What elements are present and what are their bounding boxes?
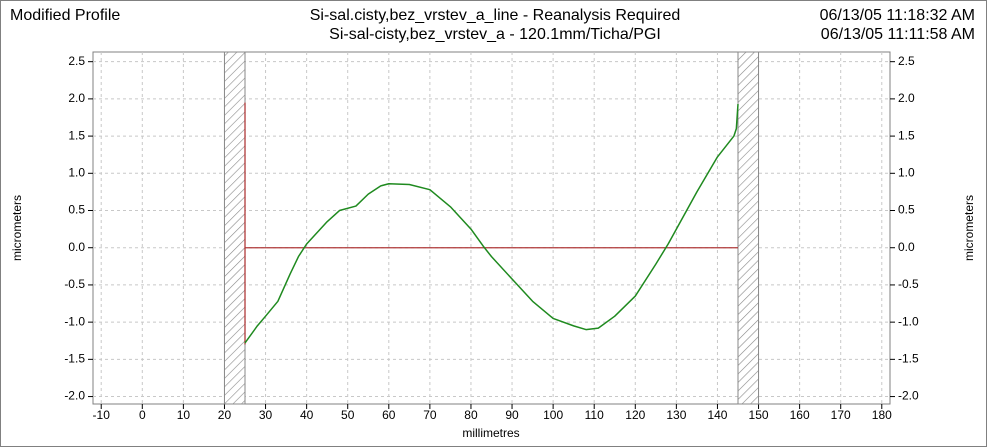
header-right: 06/13/05 11:11:58 AM	[821, 26, 975, 43]
reference-line	[244, 102, 738, 345]
y-tick-label: -2.0	[64, 389, 85, 403]
x-tick-label: 180	[872, 408, 892, 422]
y2-tick-label: -1.0	[898, 314, 919, 328]
x-tick-label: 60	[382, 408, 396, 422]
y-tick-label: 2.5	[68, 54, 85, 68]
x-tick-label: -10	[93, 408, 111, 422]
y-tick-label: 0.0	[68, 240, 85, 254]
header-right: 06/13/05 11:18:32 AM	[820, 7, 975, 24]
excluded-region	[223, 51, 246, 405]
y2-tick-label: -1.5	[898, 352, 919, 366]
y2-tick-label: 2.5	[898, 54, 915, 68]
y2-tick-label: -2.0	[898, 389, 919, 403]
profile-line	[244, 104, 739, 344]
y-tick-label: 1.0	[68, 165, 85, 179]
x-tick-label: 10	[177, 408, 191, 422]
x-tick-label: 160	[790, 408, 810, 422]
x-tick-label: 150	[749, 408, 769, 422]
header-center: Si-sal.cisty,bez_vrstev_a_line - Reanaly…	[310, 7, 681, 24]
x-tick-label: 20	[218, 408, 232, 422]
header-center: Si-sal-cisty,bez_vrstev_a - 120.1mm/Tich…	[329, 26, 661, 43]
x-tick-label: 110	[585, 408, 604, 422]
y-tick-label: -1.5	[64, 352, 85, 366]
excluded-region	[737, 51, 760, 405]
y2-tick-label: 2.0	[898, 91, 915, 105]
y2-tick-label: 0.5	[898, 203, 915, 217]
y-tick-label: -0.5	[64, 277, 85, 291]
x-tick-label: 140	[707, 408, 727, 422]
y2-tick-label: 0.0	[898, 240, 915, 254]
x-tick-label: 100	[543, 408, 563, 422]
chart-title: Modified Profile	[10, 7, 120, 24]
x-tick-label: 50	[341, 408, 355, 422]
y2-axis-label: micrometers	[962, 195, 976, 261]
x-tick-label: 0	[139, 408, 146, 422]
y-tick-label: 1.5	[68, 128, 85, 142]
x-tick-label: 120	[625, 408, 645, 422]
y2-tick-label: -0.5	[898, 277, 919, 291]
y-tick-label: 2.0	[68, 91, 85, 105]
x-tick-label: 70	[423, 408, 437, 422]
y2-tick-label: 1.0	[898, 165, 915, 179]
x-tick-label: 130	[666, 408, 686, 422]
y-tick-label: -1.0	[64, 314, 85, 328]
plot-area	[92, 51, 891, 405]
y-tick-label: 0.5	[68, 203, 85, 217]
x-axis-label: millimetres	[462, 426, 519, 440]
y-axis-label: micrometers	[10, 195, 24, 261]
x-tick-label: 30	[259, 408, 273, 422]
x-tick-label: 40	[300, 408, 314, 422]
x-tick-label: 170	[831, 408, 851, 422]
x-tick-label: 80	[464, 408, 478, 422]
y2-tick-label: 1.5	[898, 128, 915, 142]
x-tick-label: 90	[505, 408, 519, 422]
